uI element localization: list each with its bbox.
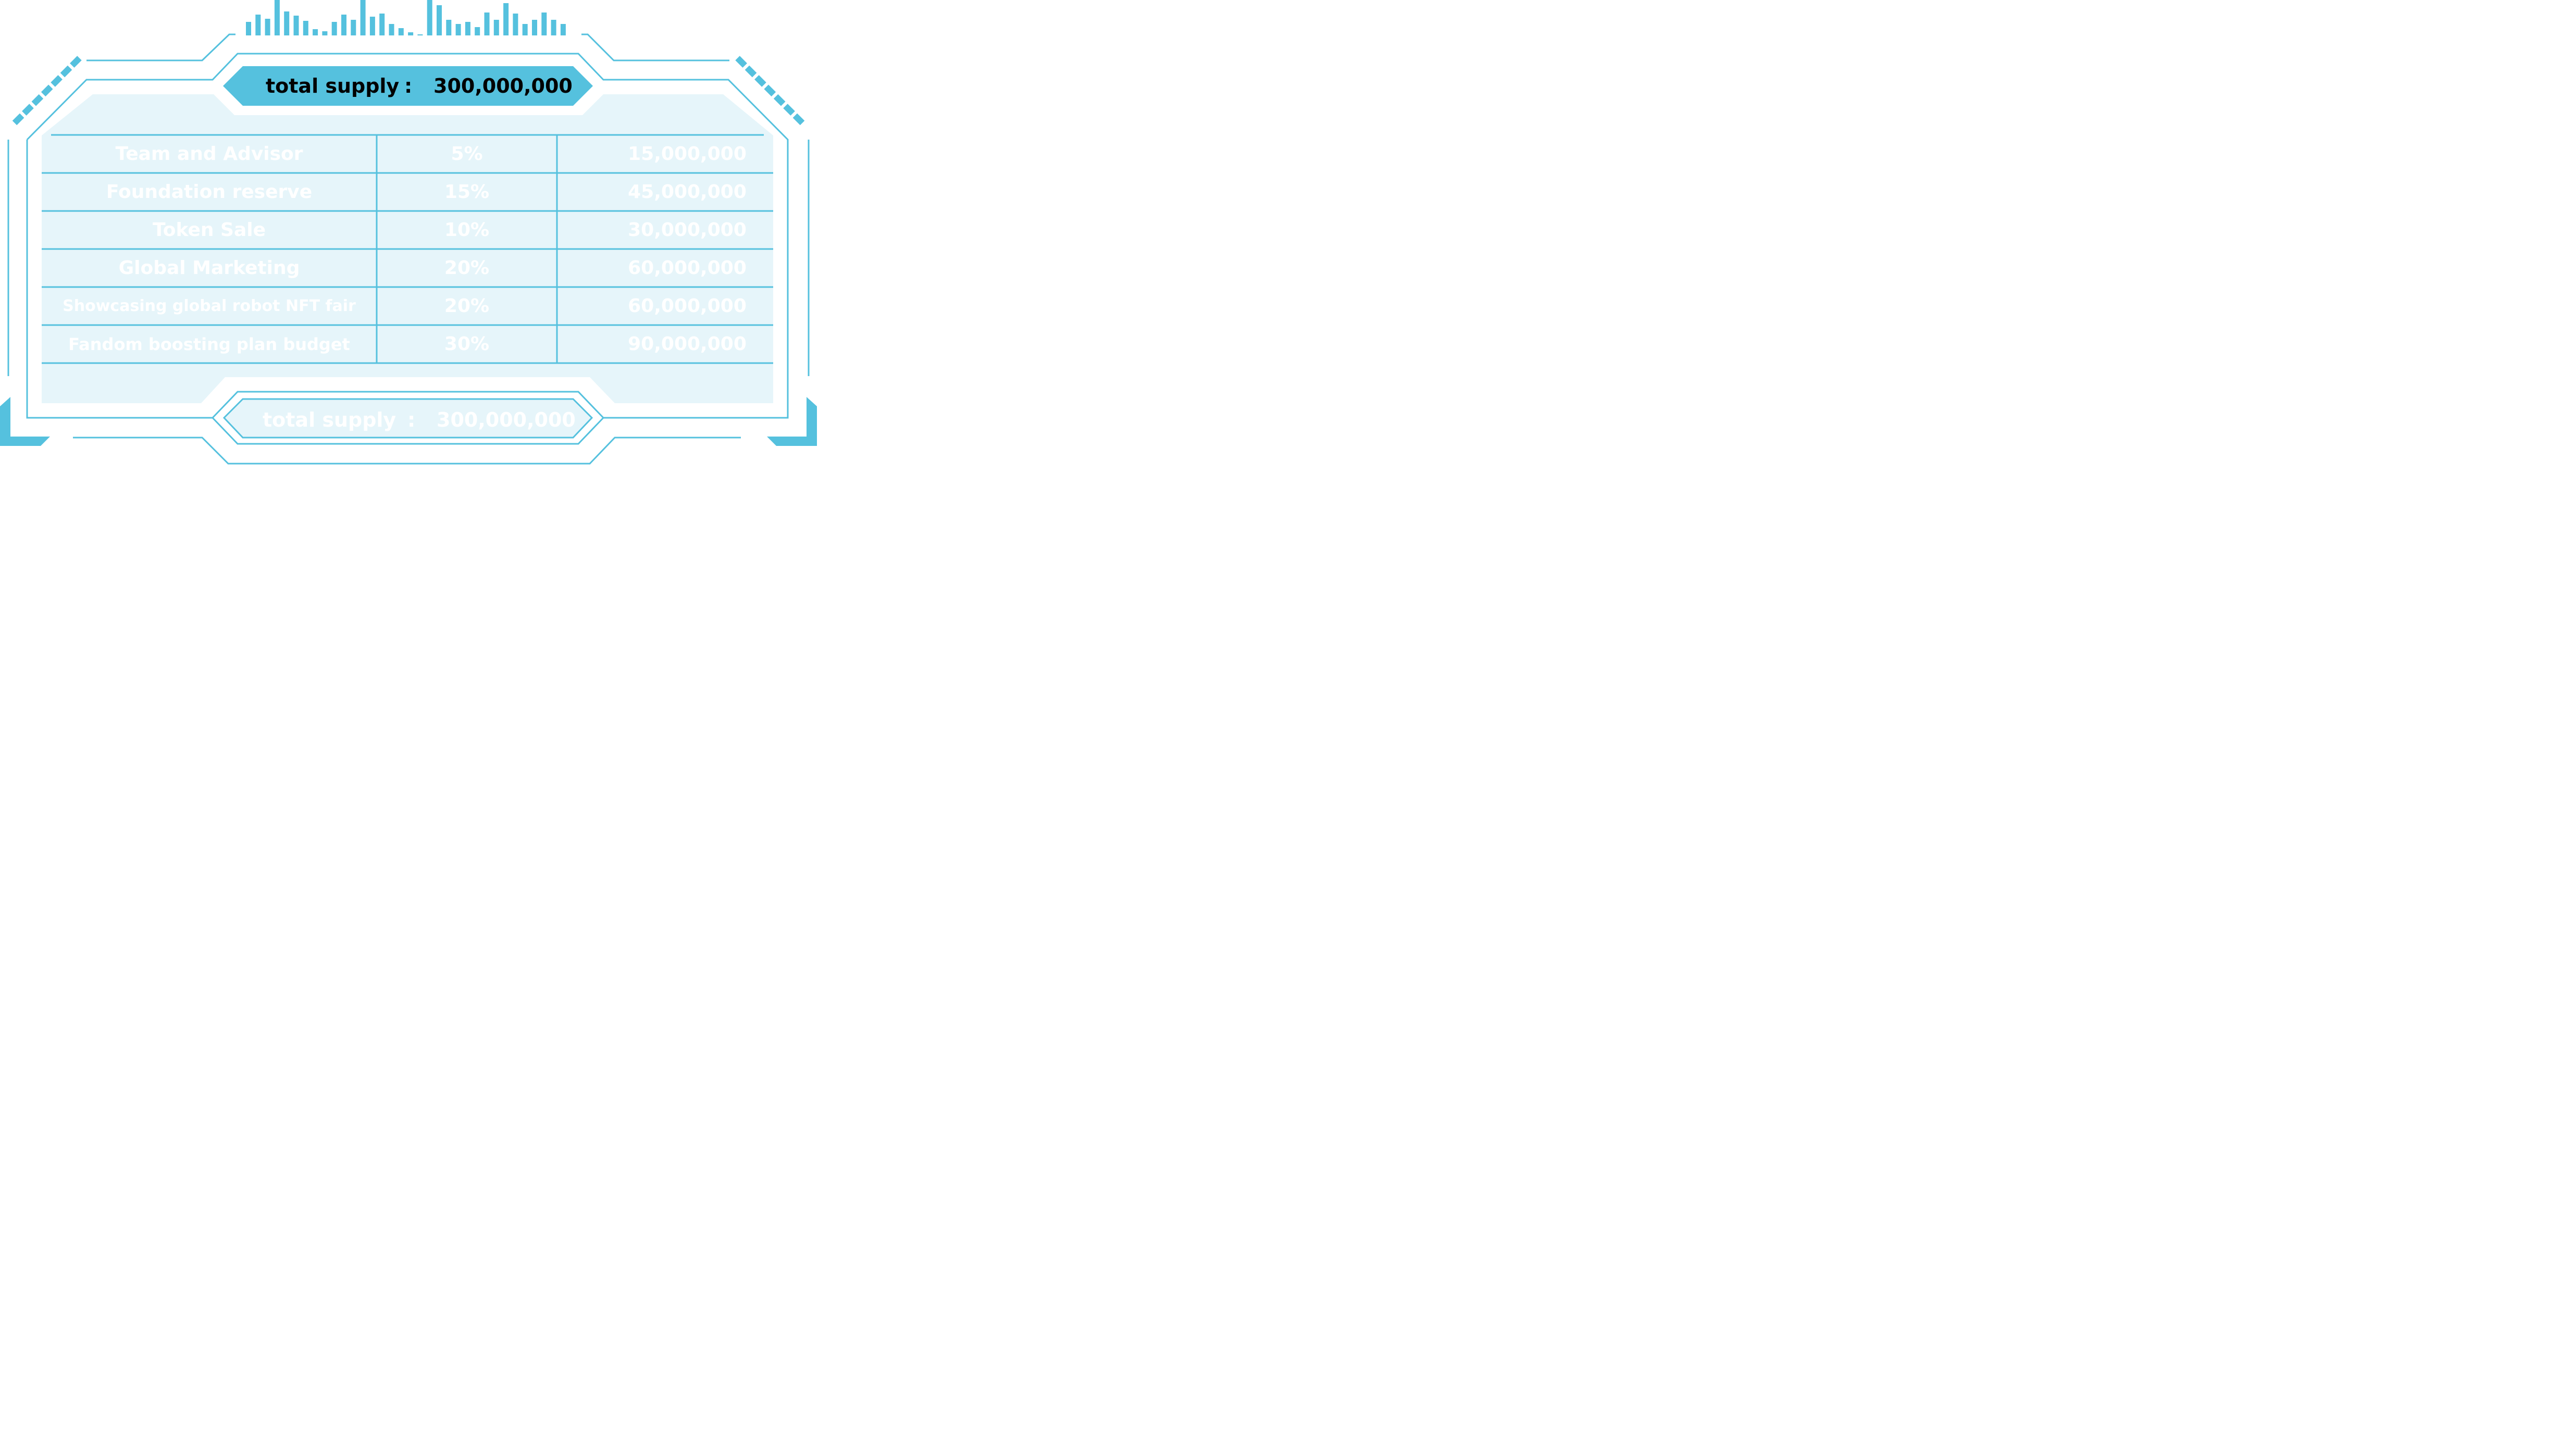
equalizer-bar [551, 20, 556, 35]
equalizer-bar [417, 34, 423, 35]
footer-banner [222, 398, 593, 439]
equalizer-bar [503, 3, 509, 35]
row-percent: 20% [444, 257, 490, 279]
row-name: Fandom boosting plan budget [68, 334, 350, 354]
equalizer-bar [560, 24, 566, 35]
equalizer-bar [493, 20, 499, 35]
row-amount: 60,000,000 [628, 257, 747, 279]
equalizer-bar [484, 13, 490, 35]
row-percent: 15% [444, 181, 490, 203]
row-name: Showcasing global robot NFT fair [63, 297, 356, 315]
equalizer-bars [246, 0, 566, 35]
equalizer-bar [284, 11, 290, 35]
header-banner [223, 66, 593, 106]
equalizer-bar [398, 28, 404, 35]
row-percent: 30% [444, 333, 490, 355]
equalizer-bar [303, 21, 308, 35]
equalizer-bar [437, 5, 442, 35]
row-percent: 10% [444, 219, 490, 241]
footer-separator: : [407, 408, 416, 431]
equalizer-bar [351, 20, 356, 35]
equalizer-bar [274, 0, 280, 35]
row-name: Foundation reserve [106, 181, 313, 203]
outer-frame [7, 33, 810, 465]
header-label: total supply [266, 74, 400, 97]
row-name: Team and Advisor [115, 143, 303, 165]
footer-value: 300,000,000 [437, 408, 576, 431]
left-dash-decoration [12, 56, 82, 126]
row-amount: 45,000,000 [628, 181, 747, 203]
equalizer-bar [389, 24, 394, 35]
footer-label: total supply [263, 408, 396, 431]
right-corner-bracket [767, 397, 817, 446]
row-percent: 20% [444, 295, 490, 317]
equalizer-bar [475, 27, 480, 35]
equalizer-bar [265, 19, 270, 35]
equalizer-bar [427, 0, 432, 35]
left-corner-bracket [0, 397, 50, 446]
equalizer-bar [513, 14, 518, 35]
equalizer-bar [360, 0, 366, 35]
row-amount: 15,000,000 [628, 143, 747, 165]
equalizer-bar [455, 24, 461, 35]
hud-frame [0, 0, 817, 465]
table-grid [42, 134, 773, 364]
equalizer-bar [379, 14, 385, 35]
equalizer-bar [313, 29, 318, 35]
row-amount: 30,000,000 [628, 219, 747, 241]
equalizer-bar [293, 16, 299, 35]
equalizer-bar [541, 13, 547, 35]
equalizer-bar [522, 24, 528, 35]
equalizer-bar [408, 32, 414, 35]
equalizer-bar [532, 20, 537, 35]
row-name: Global Marketing [118, 257, 300, 279]
equalizer-bar [255, 15, 261, 35]
header-separator: : [404, 74, 413, 97]
row-amount: 90,000,000 [628, 333, 747, 355]
equalizer-bar [341, 15, 346, 35]
row-percent: 5% [451, 143, 483, 165]
row-name: Token Sale [152, 219, 266, 241]
equalizer-bar [446, 20, 452, 35]
right-dash-decoration [735, 56, 805, 126]
equalizer-bar [246, 22, 251, 35]
equalizer-bar [322, 31, 328, 35]
equalizer-bar [331, 22, 337, 35]
equalizer-bar [369, 17, 375, 35]
row-amount: 60,000,000 [628, 295, 747, 317]
header-value: 300,000,000 [433, 74, 573, 97]
equalizer-bar [465, 22, 470, 35]
